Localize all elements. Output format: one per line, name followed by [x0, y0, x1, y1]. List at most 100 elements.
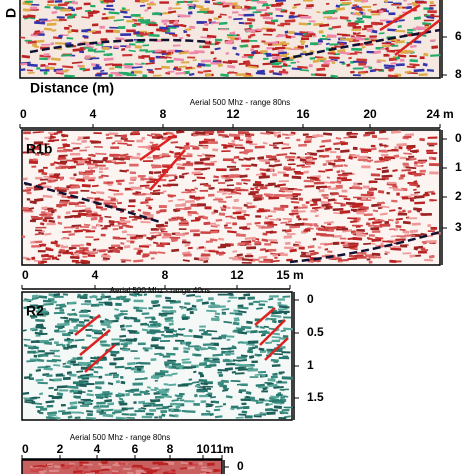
texture [146, 134, 153, 137]
texture [245, 395, 251, 399]
texture [56, 189, 67, 193]
texture [202, 145, 209, 149]
texture [90, 216, 98, 221]
texture [67, 301, 77, 305]
texture [206, 387, 212, 391]
texture [31, 296, 39, 300]
texture [57, 409, 66, 413]
texture [335, 4, 341, 8]
texture [218, 253, 224, 256]
texture [119, 334, 127, 338]
texture [133, 259, 144, 263]
texture [126, 233, 136, 237]
texture [175, 333, 184, 336]
texture [384, 250, 390, 254]
texture [53, 388, 59, 392]
texture [98, 175, 104, 179]
fracture-mark [379, 3, 421, 32]
texture [114, 365, 125, 369]
texture [332, 164, 344, 168]
texture [283, 415, 291, 419]
texture [146, 470, 154, 474]
texture [58, 35, 63, 39]
texture [203, 359, 215, 363]
texture [319, 23, 330, 28]
texture [139, 0, 149, 3]
texture [337, 49, 346, 53]
texture [403, 49, 414, 53]
texture [147, 6, 152, 10]
texture [387, 74, 399, 78]
texture [268, 297, 274, 301]
texture [333, 202, 344, 205]
texture [237, 341, 243, 344]
texture [274, 159, 281, 163]
texture [42, 257, 51, 261]
texture [346, 63, 351, 67]
texture [350, 247, 358, 251]
texture [379, 130, 387, 134]
x-tick-label: 16 [296, 107, 310, 121]
texture [378, 32, 385, 35]
texture [392, 169, 398, 173]
texture [407, 210, 412, 214]
texture [84, 176, 96, 181]
texture [240, 44, 248, 48]
texture [231, 370, 236, 374]
texture [272, 372, 278, 376]
texture [227, 71, 235, 75]
texture [420, 232, 427, 236]
texture [82, 175, 90, 179]
texture [177, 383, 189, 387]
texture [284, 30, 289, 34]
texture [50, 162, 55, 167]
texture [375, 236, 384, 240]
texture [230, 37, 235, 41]
texture [44, 152, 50, 157]
texture [282, 133, 289, 136]
texture [403, 152, 412, 155]
texture [48, 219, 56, 223]
texture [410, 193, 419, 197]
texture [119, 324, 125, 328]
texture [324, 147, 332, 152]
texture [65, 464, 75, 468]
texture [36, 358, 45, 362]
texture [409, 63, 420, 67]
texture [424, 258, 434, 262]
texture [80, 374, 91, 377]
texture [216, 305, 226, 309]
texture [312, 237, 317, 241]
texture [29, 314, 38, 318]
texture [67, 340, 72, 344]
texture [354, 7, 363, 12]
texture [112, 247, 120, 251]
texture [249, 330, 258, 334]
texture [247, 340, 259, 344]
y-tick-label: 0 [455, 131, 462, 145]
texture [252, 183, 264, 187]
texture [285, 195, 292, 200]
fracture-mark [259, 319, 286, 346]
texture [195, 4, 204, 9]
texture [217, 15, 222, 19]
texture [105, 202, 117, 205]
texture [184, 146, 190, 151]
texture [347, 237, 358, 240]
texture [73, 469, 85, 472]
texture [57, 221, 63, 225]
texture [204, 154, 216, 157]
texture [246, 17, 255, 22]
texture [247, 349, 254, 354]
texture [167, 10, 177, 14]
texture [47, 0, 55, 4]
texture [429, 39, 436, 42]
texture [409, 234, 416, 237]
texture [203, 330, 208, 335]
x-tick-label: 4 [92, 268, 99, 282]
texture [119, 218, 126, 222]
texture [214, 47, 221, 51]
texture [181, 251, 191, 256]
texture [284, 228, 292, 233]
